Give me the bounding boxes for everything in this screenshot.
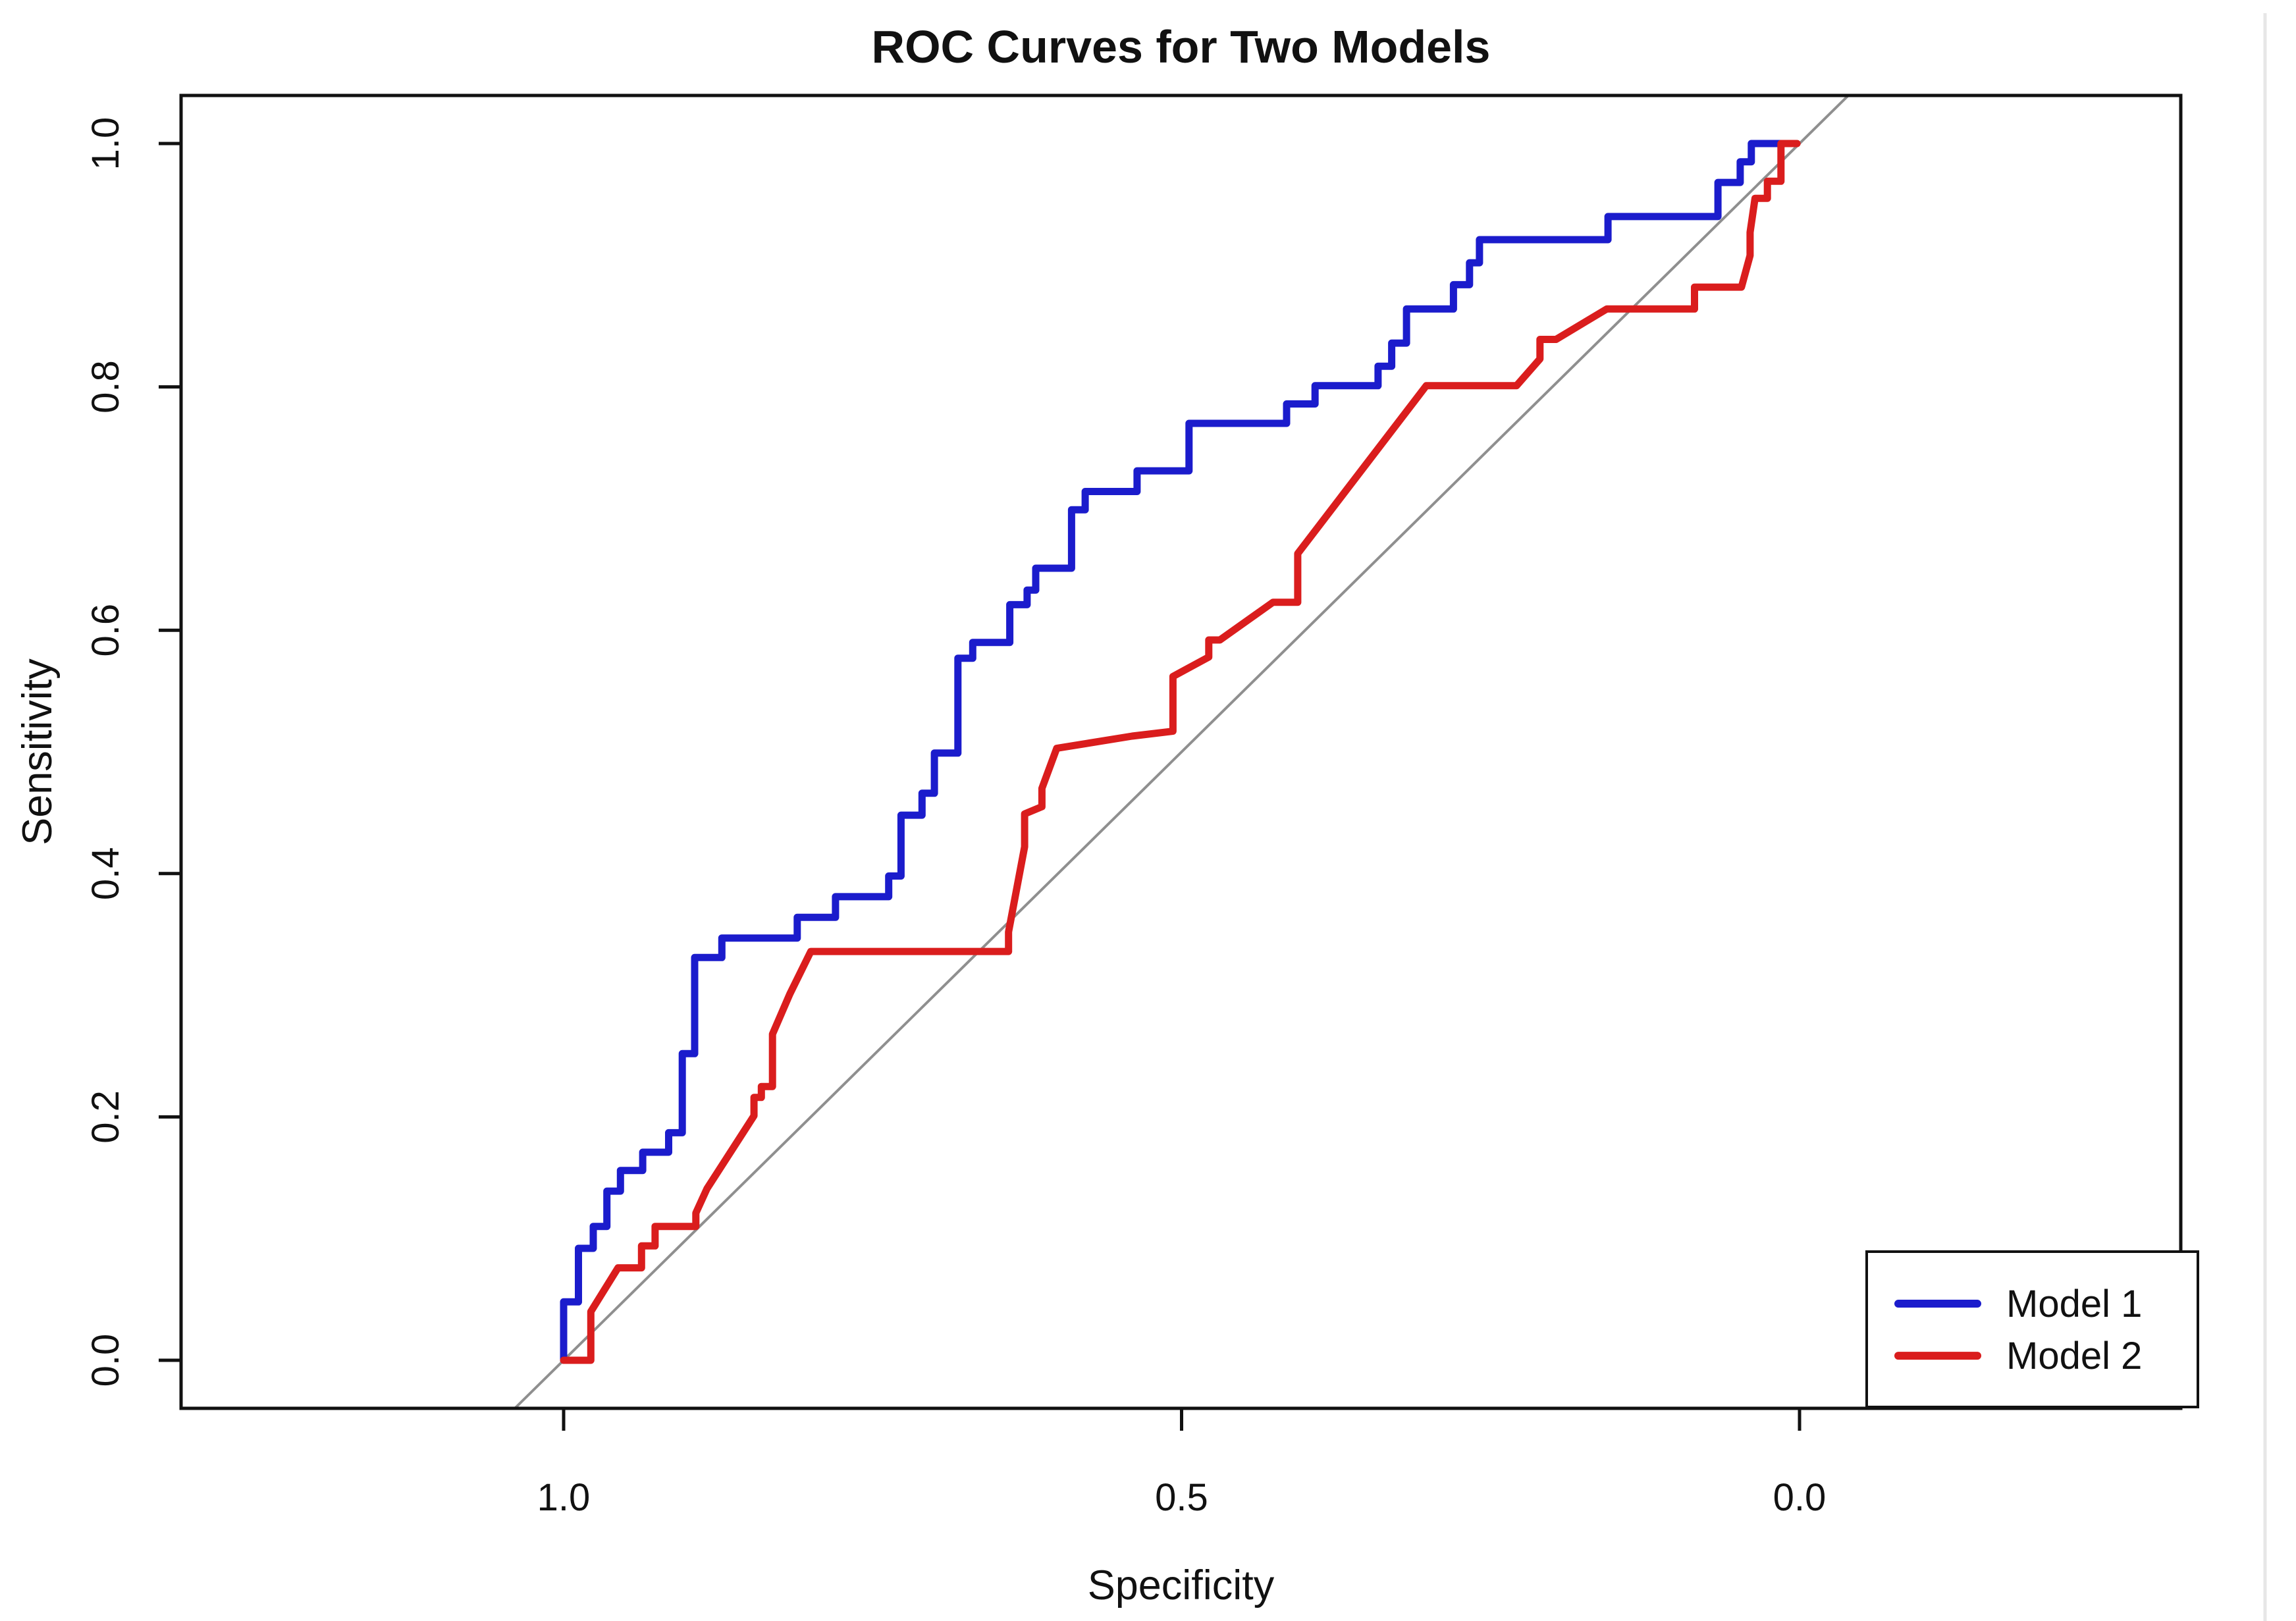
chart-title: ROC Curves for Two Models bbox=[872, 21, 1491, 72]
y-tick-label: 0.8 bbox=[84, 360, 127, 413]
x-tick-label: 0.0 bbox=[1773, 1476, 1827, 1519]
model-1-roc-curve bbox=[560, 140, 1798, 1364]
y-tick-label: 0.0 bbox=[84, 1334, 127, 1387]
y-tick-label: 0.4 bbox=[84, 847, 127, 900]
y-tick-label: 0.2 bbox=[84, 1090, 127, 1144]
y-axis-label: Sensitivity bbox=[14, 658, 61, 845]
x-axis-label: Specificity bbox=[1088, 1562, 1275, 1608]
legend-box bbox=[1865, 1250, 2199, 1408]
model-2-roc-curve bbox=[560, 140, 1801, 1364]
y-tick-label: 1.0 bbox=[84, 117, 127, 171]
legend-label-model-2: Model 2 bbox=[2006, 1335, 2142, 1377]
x-tick-label: 1.0 bbox=[537, 1476, 591, 1519]
x-tick-label: 0.5 bbox=[1155, 1476, 1208, 1519]
chance-diagonal-line bbox=[514, 94, 1850, 1410]
legend-label-model-1: Model 1 bbox=[2006, 1283, 2142, 1325]
y-tick-label: 0.6 bbox=[84, 604, 127, 657]
